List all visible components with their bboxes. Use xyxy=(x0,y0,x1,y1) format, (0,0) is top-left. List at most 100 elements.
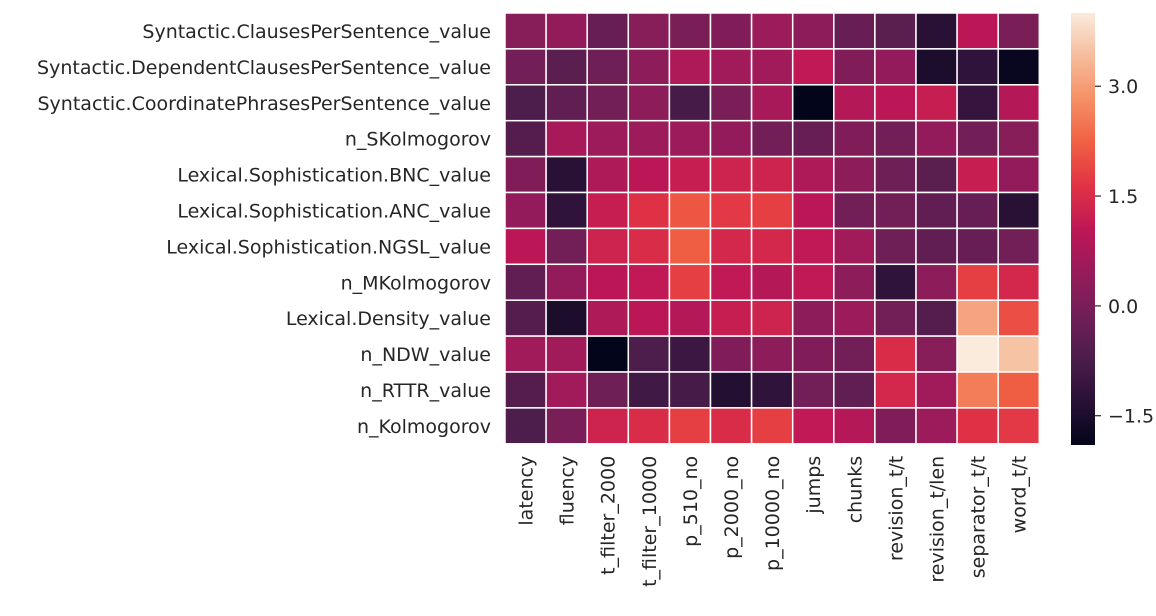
heatmap-cell xyxy=(833,263,876,301)
heatmap-cell xyxy=(750,263,794,301)
heatmap-cell xyxy=(791,84,835,122)
heatmap-cell xyxy=(627,335,671,373)
heatmap-cell xyxy=(874,48,917,86)
heatmap-cell xyxy=(668,227,712,266)
column-label: p_10000_no xyxy=(762,456,784,571)
heatmap-cell xyxy=(504,335,547,373)
row-label: n_SKolmogorov xyxy=(345,129,491,151)
heatmap-cell xyxy=(504,12,547,50)
heatmap-cell xyxy=(750,227,794,266)
heatmap-cell xyxy=(668,263,712,301)
heatmap-cell xyxy=(874,191,917,230)
row-labels: Syntactic.ClausesPerSentence_value Syntac… xyxy=(37,21,491,438)
heatmap-cell xyxy=(668,407,712,445)
heatmap-cell xyxy=(627,84,671,122)
row-label: Lexical.Sophistication.ANC_value xyxy=(177,200,491,222)
heatmap-cell xyxy=(874,155,917,194)
heatmap-cell xyxy=(915,299,958,337)
column-label: fluency xyxy=(557,456,579,525)
colorbar-tick-label: −1.5 xyxy=(1108,406,1154,428)
heatmap-cell xyxy=(997,371,1041,409)
heatmap-cell xyxy=(833,407,876,445)
heatmap-cell xyxy=(586,12,630,50)
heatmap-cell xyxy=(874,371,917,409)
heatmap-cell xyxy=(545,119,588,158)
heatmap-cell xyxy=(627,371,671,409)
heatmap-cell xyxy=(997,12,1041,50)
heatmap-cell xyxy=(627,191,671,230)
heatmap-cell xyxy=(627,263,671,301)
heatmap-cell xyxy=(956,227,999,266)
heatmap-cell xyxy=(750,191,794,230)
heatmap-cell xyxy=(956,84,999,122)
heatmap-cell xyxy=(709,48,753,86)
column-label: t_filter_10000 xyxy=(639,456,661,587)
heatmap-cell xyxy=(586,48,630,86)
heatmap-cell xyxy=(915,227,958,266)
heatmap-cell xyxy=(915,191,958,230)
colorbar-gradient xyxy=(1071,13,1095,445)
row-label: Lexical.Density_value xyxy=(286,308,491,330)
heatmap-cell xyxy=(545,335,588,373)
column-label: chunks xyxy=(844,456,866,523)
heatmap-cell xyxy=(627,12,671,50)
colorbar-ticks: 3.0 1.5 0.0 −1.5 xyxy=(1095,76,1154,428)
heatmap-cell xyxy=(750,407,794,445)
heatmap-cell xyxy=(709,299,753,337)
heatmap-cell xyxy=(915,48,958,86)
heatmap-cell xyxy=(586,371,630,409)
heatmap-cell xyxy=(915,407,958,445)
heatmap-cell xyxy=(791,407,835,445)
heatmap-cell xyxy=(915,84,958,122)
heatmap-cell xyxy=(668,119,712,158)
heatmap-cell xyxy=(545,227,588,266)
heatmap-cell xyxy=(915,263,958,301)
heatmap-cell xyxy=(874,299,917,337)
heatmap-cell xyxy=(750,119,794,158)
heatmap-cell xyxy=(956,48,999,86)
row-label: n_Kolmogorov xyxy=(357,416,491,438)
heatmap-cell xyxy=(874,84,917,122)
heatmap-cell xyxy=(668,12,712,50)
heatmap-cell xyxy=(956,335,999,373)
heatmap-cell xyxy=(668,299,712,337)
row-label: n_RTTR_value xyxy=(360,380,491,402)
heatmap-cell xyxy=(627,227,671,266)
heatmap-cell xyxy=(709,407,753,445)
heatmap-cell xyxy=(709,155,753,194)
colorbar-tick-label: 0.0 xyxy=(1108,296,1138,318)
heatmap-cell xyxy=(833,48,876,86)
heatmap-cell xyxy=(545,263,588,301)
heatmap-cell xyxy=(504,371,547,409)
heatmap-cell xyxy=(874,119,917,158)
heatmap-cell xyxy=(545,191,588,230)
heatmap-cell xyxy=(709,119,753,158)
heatmap-cell xyxy=(915,335,958,373)
heatmap-cell xyxy=(504,407,547,445)
heatmap-cell xyxy=(956,299,999,337)
heatmap-cell xyxy=(791,191,835,230)
heatmap-cell xyxy=(997,263,1041,301)
heatmap-cell xyxy=(915,12,958,50)
heatmap-cell xyxy=(545,48,588,86)
heatmap-cell xyxy=(833,299,876,337)
heatmap-cell xyxy=(997,155,1041,194)
heatmap-cell xyxy=(504,263,547,301)
heatmap-cell xyxy=(956,191,999,230)
heatmap-cell xyxy=(833,155,876,194)
heatmap-cell xyxy=(586,263,630,301)
heatmap-cell xyxy=(997,119,1041,158)
heatmap-cell xyxy=(874,227,917,266)
heatmap-cell xyxy=(915,119,958,158)
heatmap-cell xyxy=(709,227,753,266)
heatmap-cell xyxy=(504,299,547,337)
heatmap-cell xyxy=(504,119,547,158)
heatmap-cell xyxy=(874,263,917,301)
row-label: Lexical.Sophistication.NGSL_value xyxy=(166,236,491,258)
colorbar-tick-label: 3.0 xyxy=(1108,76,1138,98)
heatmap-cell xyxy=(791,12,835,50)
column-labels: latency fluency t_filter_2000 t_filter_1000… xyxy=(516,456,1031,587)
heatmap-cell xyxy=(750,371,794,409)
heatmap-cell xyxy=(627,155,671,194)
heatmap-cell xyxy=(709,191,753,230)
